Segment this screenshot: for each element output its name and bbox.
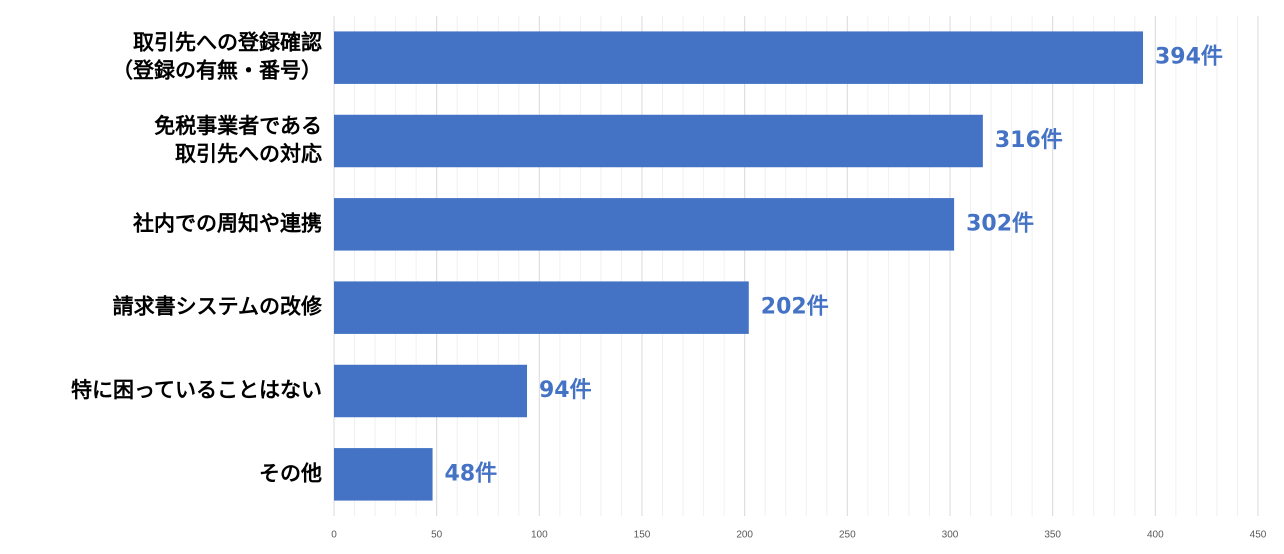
- bar: [334, 281, 749, 334]
- x-tick-label: 0: [331, 530, 337, 541]
- data-label: 302件: [966, 211, 1034, 236]
- category-label: 請求書システムの改修: [113, 295, 323, 319]
- data-label: 316件: [995, 128, 1063, 153]
- x-tick-label: 50: [431, 530, 443, 541]
- x-tick-label: 250: [839, 530, 856, 541]
- category-label-line: 特に困っていることはない: [71, 378, 322, 402]
- data-label: 394件: [1155, 45, 1223, 70]
- category-label: その他: [259, 461, 322, 485]
- category-label: 取引先への登録確認 （登録の有無・番号）: [112, 31, 322, 83]
- x-axis-ticks: 0 50 100 150 200 250 300 350 400 450: [331, 530, 1267, 541]
- value-labels: 394件 316件 302件 202件 94件 48件: [445, 45, 1223, 487]
- x-tick-label: 150: [634, 530, 651, 541]
- x-tick-label: 450: [1250, 530, 1267, 541]
- category-label-line: 免税事業者である: [154, 114, 322, 138]
- category-label: 社内での周知や連携: [132, 211, 322, 235]
- grid-lines: [333, 16, 1259, 516]
- data-label: 202件: [761, 295, 829, 320]
- x-tick-label: 300: [942, 530, 959, 541]
- category-label: 特に困っていることはない: [71, 378, 322, 402]
- category-label-line: 請求書システムの改修: [113, 295, 323, 319]
- data-label: 94件: [539, 378, 592, 403]
- x-tick-label: 400: [1147, 530, 1164, 541]
- category-label-line: 取引先への対応: [175, 142, 322, 166]
- data-label: 48件: [445, 461, 498, 486]
- category-label-line: 社内での周知や連携: [132, 211, 322, 235]
- category-label-line: 取引先への登録確認: [133, 31, 322, 55]
- bar: [334, 198, 955, 251]
- bar: [334, 364, 528, 418]
- category-label: 免税事業者である取引先への対応: [154, 114, 322, 166]
- category-label-line: その他: [259, 461, 322, 485]
- bar: [334, 31, 1144, 84]
- bars: [334, 31, 1144, 501]
- x-tick-label: 100: [531, 530, 548, 541]
- category-labels: 取引先への登録確認 （登録の有無・番号） 免税事業者である取引先への対応社内での周知…: [71, 31, 323, 486]
- category-label-line: （登録の有無・番号）: [112, 59, 322, 83]
- x-tick-label: 200: [736, 530, 753, 541]
- x-tick-label: 350: [1044, 530, 1061, 541]
- bar: [334, 114, 983, 168]
- bar: [334, 448, 433, 501]
